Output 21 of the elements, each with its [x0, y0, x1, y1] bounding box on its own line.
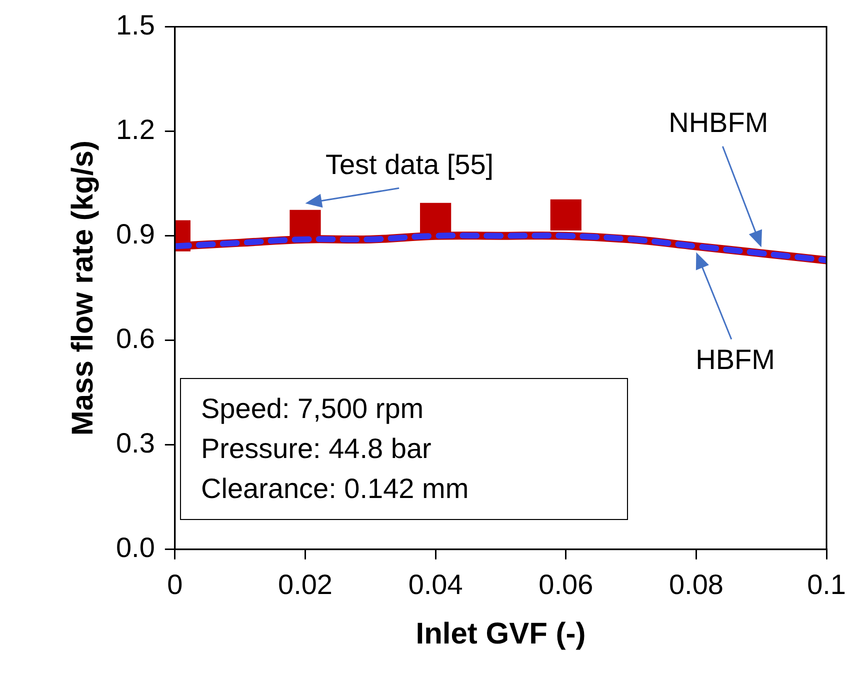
- y-tick-label: 0.9: [116, 218, 155, 250]
- x-tick-label: 0.06: [538, 568, 594, 600]
- text-box: Speed: 7,500 rpm Pressure: 44.8 bar Clearance: 0.142 mm: [180, 378, 628, 520]
- x-tick-label: 0.08: [668, 568, 724, 600]
- y-tick-label: 0.0: [116, 532, 155, 564]
- y-tick-label: 0.6: [116, 323, 155, 354]
- series-label: Test data [55]: [325, 148, 494, 180]
- x-tick-label: 0: [167, 568, 183, 600]
- y-tick-label: 1.2: [116, 114, 155, 146]
- y-tick-label: 0.3: [116, 428, 155, 459]
- annotation: Clearance: 0.142 mm: [201, 472, 470, 506]
- annotation: Speed: 7,500 rpm: [201, 392, 425, 426]
- x-tick-label: 0.1: [807, 568, 846, 600]
- x-tick-label: 0.02: [278, 568, 332, 600]
- annotation: Pressure: 44.8 bar: [201, 432, 432, 466]
- text: HBFM: [696, 344, 775, 375]
- x-tick-label: 0.04: [408, 568, 463, 600]
- text: NHBFM: [668, 107, 768, 138]
- y-axis-title: Mass flow rate (kg/s): [66, 140, 100, 436]
- y-tick-label: 1.5: [116, 10, 155, 41]
- x-axis-title: Inlet GVF (-): [416, 617, 586, 650]
